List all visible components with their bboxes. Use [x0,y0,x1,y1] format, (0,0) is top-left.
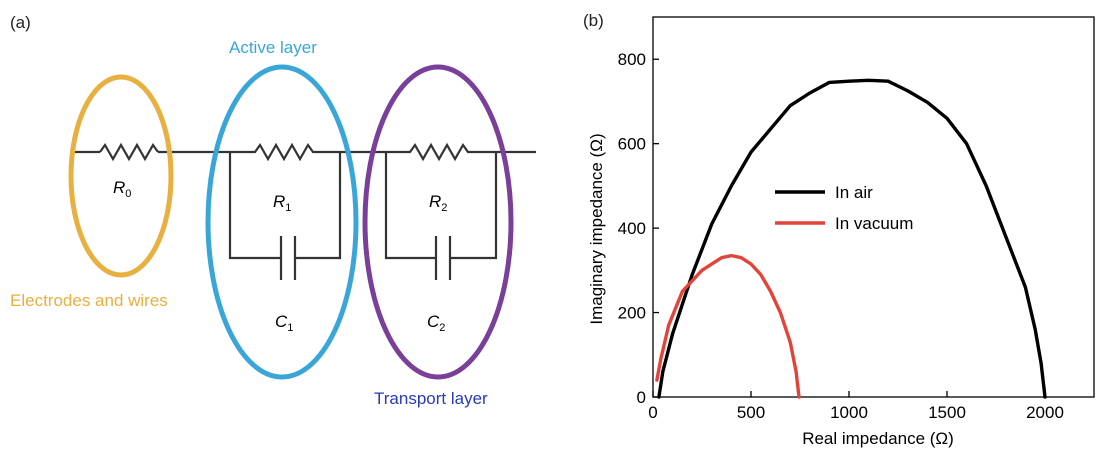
electrodes-and-wires-label: Electrodes and wires [10,291,168,310]
capacitor-c2-plates [434,236,452,280]
r1-label: R1 [273,192,291,214]
resistor-r0-zigzag [99,142,159,162]
transport-layer-ellipse [362,64,514,380]
y-tick-label: 800 [618,50,646,69]
capacitor-c1-plates [279,236,297,280]
x-axis-label: Real impedance (Ω) [802,429,954,448]
legend-label: In vacuum [835,214,913,233]
rc2-branch [384,152,498,260]
legend-label: In air [835,183,873,202]
r2-label: R2 [429,192,447,214]
transport-layer-label: Transport layer [374,389,488,408]
impedance-chart: (b) 0 500 1000 1500 2000 0 200 400 600 800 In air… [583,11,1095,448]
r0-label: R0 [113,178,131,200]
panel-a-label: (a) [10,13,31,32]
chart-axes: 0 500 1000 1500 2000 0 200 400 600 800 [618,16,1095,422]
y-tick-label: 200 [618,304,646,323]
electrodes-ellipse [68,74,174,278]
active-layer-label: Active layer [229,38,317,57]
chart-series [655,78,1047,399]
x-tick-label: 1500 [928,403,966,422]
chart-legend: In air In vacuum [775,183,913,233]
series-line-in-air [657,78,1047,399]
resistor-r1-zigzag [230,142,340,162]
series-line-in-vacuum [655,253,801,399]
c2-label: C2 [427,312,445,334]
y-tick-label: 0 [637,388,646,407]
y-tick-label: 600 [618,135,646,154]
y-tick-label: 400 [618,219,646,238]
panel-b-label: (b) [583,11,604,30]
active-layer-ellipse [205,64,359,380]
panel-a-circuit: (a) R0 R1 R2 C1 C2 Active layer [10,13,536,408]
resistor-r2-zigzag [386,142,496,162]
rc1-branch [228,152,342,260]
x-tick-label: 2000 [1026,403,1064,422]
y-axis-label: Imaginary impedance (Ω) [587,133,606,324]
x-tick-label: 0 [648,403,657,422]
x-tick-label: 1000 [830,403,868,422]
plot-frame [652,16,1095,398]
c1-label: C1 [275,312,293,334]
x-tick-label: 500 [737,403,765,422]
